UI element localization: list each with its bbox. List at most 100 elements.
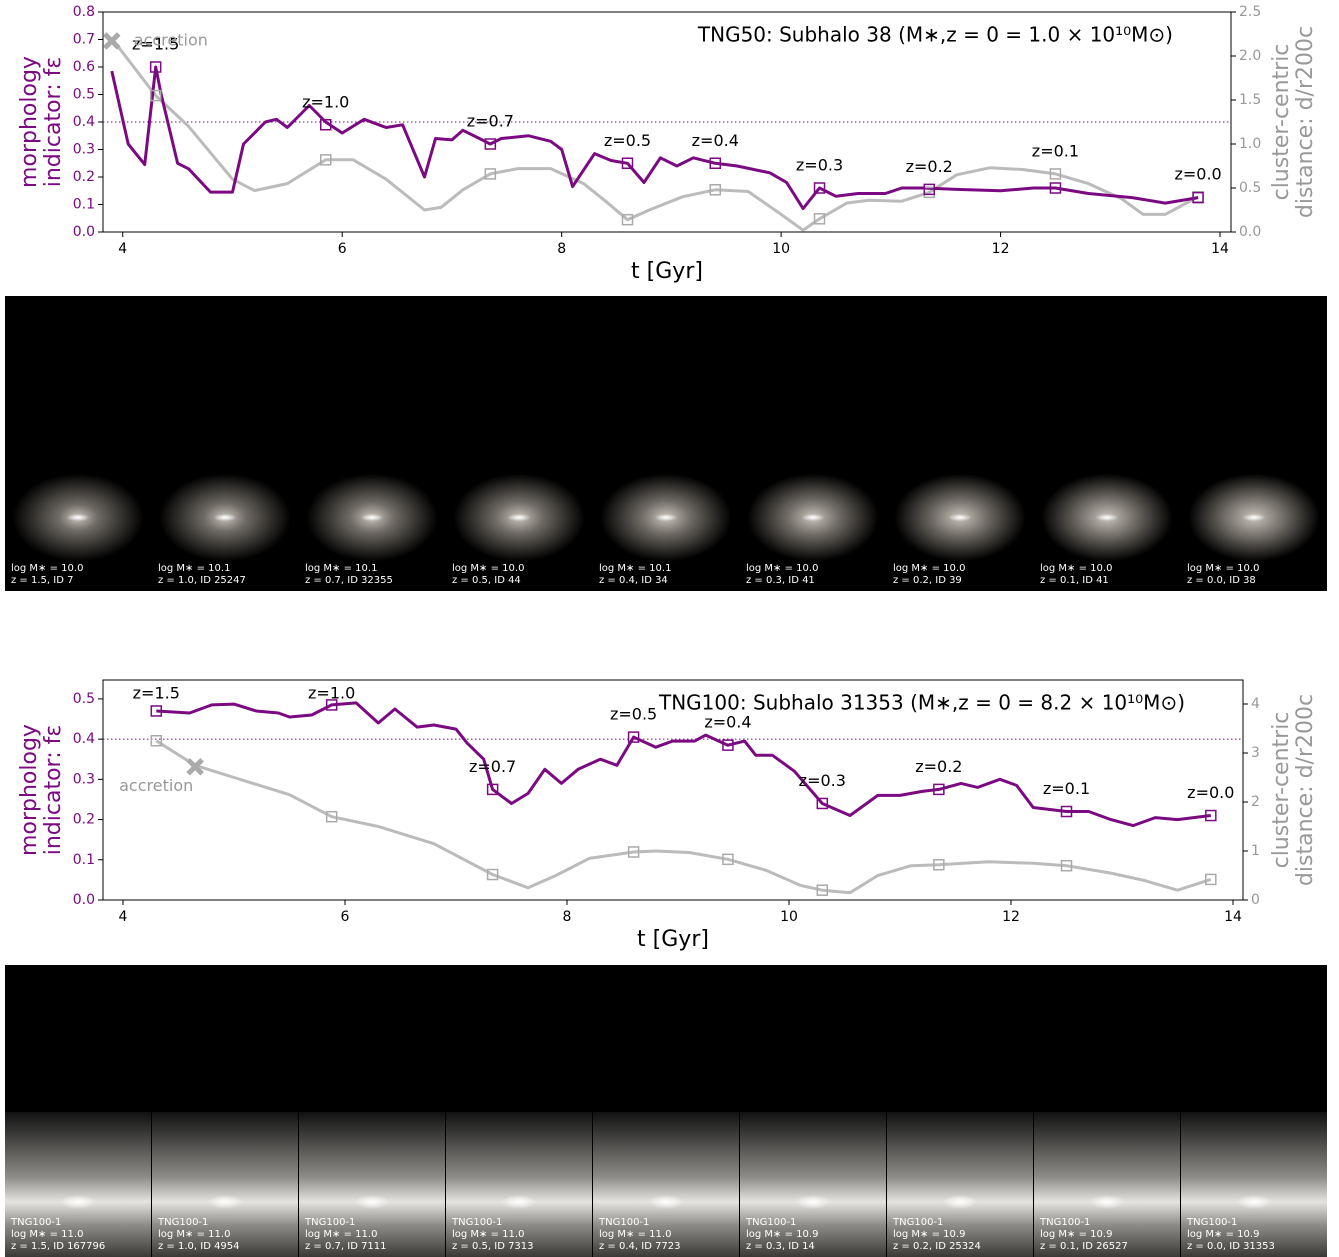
caption-line: TNG100-1 <box>305 1217 356 1228</box>
caption-line: log M∗ = 10.0 <box>746 563 819 574</box>
snapshot-marker-morphology <box>1060 805 1073 818</box>
caption-line: z = 0.3, ID 41 <box>746 575 815 586</box>
image-caption: log M∗ = 10.0 z = 0.0, ID 38 <box>1187 563 1259 587</box>
snapshot-marker-morphology <box>325 699 338 711</box>
snapshot-label: z=1.0 <box>308 684 355 703</box>
galaxy-image <box>740 296 886 443</box>
y-tick-label: 0.3 <box>73 142 95 158</box>
snapshot-marker-distance <box>1049 168 1062 180</box>
caption-line: z = 1.5, ID 167796 <box>11 1241 106 1252</box>
caption-line: z = 0.4, ID 7723 <box>599 1241 681 1252</box>
image-caption: TNG100-1 log M∗ = 11.0 z = 0.5, ID 7313 <box>452 1217 534 1253</box>
galaxy-image <box>593 296 739 443</box>
snapshot-label: z=0.3 <box>796 156 843 175</box>
caption-line: log M∗ = 11.0 <box>452 1229 525 1240</box>
caption-line: TNG100-1 <box>746 1217 797 1228</box>
caption-line: z = 0.5, ID 44 <box>452 575 521 586</box>
y-tick-label: 0.1 <box>73 852 95 868</box>
snapshot-label: z=0.5 <box>604 131 651 150</box>
image-caption: log M∗ = 10.1 z = 0.7, ID 32355 <box>305 563 393 587</box>
caption-line: log M∗ = 10.0 <box>11 563 84 574</box>
snapshot-marker-morphology <box>1205 809 1217 822</box>
series-line <box>110 37 1199 232</box>
caption-line: TNG100-1 <box>11 1217 62 1228</box>
snapshot-marker-distance <box>621 213 634 226</box>
y-tick-label: 0.3 <box>73 771 95 787</box>
image-caption: TNG100-1 log M∗ = 11.0 z = 1.5, ID 167796 <box>11 1217 105 1253</box>
y-tick-label: 0.4 <box>73 114 95 130</box>
x-tick-label: 8 <box>563 909 572 925</box>
series-line <box>156 701 1211 828</box>
y2-axis-label: cluster-centric <box>1269 44 1294 201</box>
galaxy-image: log M∗ = 10.0 z = 0.5, ID 44 <box>446 444 592 591</box>
snapshot-marker-distance <box>484 168 497 180</box>
y2-tick-label: 1.5 <box>1239 92 1261 108</box>
x-tick-label: 6 <box>341 909 350 925</box>
y2-tick-label: 2.0 <box>1239 48 1261 64</box>
snapshot-marker-distance <box>709 184 722 196</box>
image-caption: TNG100-1 log M∗ = 10.9 z = 0.2, ID 25324 <box>893 1217 981 1253</box>
y-tick-label: 0.0 <box>73 224 95 240</box>
y2-tick-label: 0.5 <box>1239 180 1261 196</box>
y2-tick-label: 0.0 <box>1239 224 1261 240</box>
x-tick-label: 14 <box>1211 241 1229 257</box>
galaxy-image: TNG100-1 log M∗ = 11.0 z = 1.5, ID 167796 <box>5 1111 151 1257</box>
galaxy-image <box>887 296 1033 443</box>
y-axis-label: indicator: fε <box>41 57 66 188</box>
caption-line: TNG100-1 <box>452 1217 503 1228</box>
caption-line: TNG100-1 <box>1040 1217 1091 1228</box>
galaxy-image <box>1181 296 1327 443</box>
y-tick-label: 0.5 <box>73 87 95 103</box>
caption-line: z = 0.0, ID 31353 <box>1187 1241 1275 1252</box>
snapshot-marker-morphology <box>722 739 734 751</box>
image-caption: TNG100-1 log M∗ = 10.9 z = 0.0, ID 31353 <box>1187 1217 1275 1253</box>
galaxy-image: TNG100-1 log M∗ = 11.0 z = 0.7, ID 7111 <box>299 1111 445 1257</box>
caption-line: z = 1.5, ID 7 <box>11 575 74 586</box>
snapshot-marker-morphology <box>319 119 332 131</box>
caption-line: z = 1.0, ID 25247 <box>158 575 246 586</box>
x-tick-label: 10 <box>772 241 790 257</box>
y-tick-label: 0.2 <box>73 169 95 185</box>
y-tick-label: 0.7 <box>73 32 95 48</box>
y-axis-label: indicator: fε <box>41 725 66 856</box>
image-caption: log M∗ = 10.0 z = 0.5, ID 44 <box>452 563 524 587</box>
snapshot-marker-morphology <box>709 157 722 169</box>
caption-line: log M∗ = 10.0 <box>1040 563 1113 574</box>
snapshot-label: z=0.1 <box>1043 779 1090 798</box>
image-caption: TNG100-1 log M∗ = 11.0 z = 0.7, ID 7111 <box>305 1217 387 1253</box>
galaxy-image: TNG100-1 log M∗ = 10.9 z = 0.3, ID 14 <box>740 1111 886 1257</box>
galaxy-image <box>152 965 298 1111</box>
caption-line: log M∗ = 11.0 <box>599 1229 672 1240</box>
image-caption: TNG100-1 log M∗ = 11.0 z = 1.0, ID 4954 <box>158 1217 240 1253</box>
galaxy-image <box>299 965 445 1111</box>
snapshot-marker-distance <box>319 154 332 166</box>
x-tick-label: 12 <box>992 241 1010 257</box>
caption-line: z = 0.2, ID 25324 <box>893 1241 981 1252</box>
galaxy-image <box>1034 296 1180 443</box>
image-caption: log M∗ = 10.0 z = 0.2, ID 39 <box>893 563 965 587</box>
y2-tick-label: 4 <box>1251 696 1260 712</box>
caption-line: log M∗ = 10.0 <box>452 563 525 574</box>
caption-line: log M∗ = 10.1 <box>305 563 378 574</box>
galaxy-image: log M∗ = 10.0 z = 1.5, ID 7 <box>5 444 151 591</box>
image-caption: log M∗ = 10.1 z = 0.4, ID 34 <box>599 563 671 587</box>
caption-line: z = 0.5, ID 7313 <box>452 1241 534 1252</box>
chart-title: TNG50: Subhalo 38 (M∗,z = 0 = 1.0 × 10¹⁰… <box>697 23 1173 47</box>
snapshot-marker-distance <box>816 884 829 896</box>
caption-line: log M∗ = 10.9 <box>1187 1229 1260 1240</box>
galaxy-image: log M∗ = 10.1 z = 0.4, ID 34 <box>593 444 739 591</box>
caption-line: TNG100-1 <box>158 1217 209 1228</box>
x-tick-label: 10 <box>780 909 798 925</box>
snapshot-marker-morphology <box>816 797 829 810</box>
y2-tick-label: 3 <box>1251 745 1260 761</box>
galaxy-image: log M∗ = 10.1 z = 0.7, ID 32355 <box>299 444 445 591</box>
caption-line: log M∗ = 11.0 <box>305 1229 378 1240</box>
snapshot-label: z=0.4 <box>692 131 739 150</box>
image-caption: log M∗ = 10.0 z = 0.3, ID 41 <box>746 563 818 587</box>
galaxy-image: TNG100-1 log M∗ = 11.0 z = 1.0, ID 4954 <box>152 1111 298 1257</box>
caption-line: log M∗ = 10.0 <box>1187 563 1260 574</box>
snapshot-marker-distance <box>722 853 734 866</box>
snapshot-label: z=1.5 <box>132 35 179 54</box>
galaxy-image: log M∗ = 10.0 z = 0.0, ID 38 <box>1181 444 1327 591</box>
